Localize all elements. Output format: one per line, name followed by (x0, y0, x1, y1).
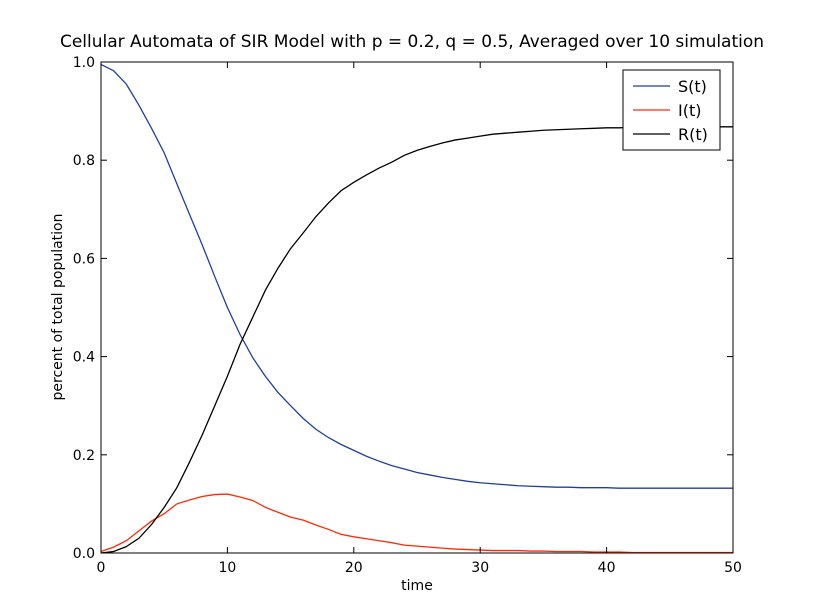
x-tick-label: 40 (598, 560, 616, 576)
x-tick-label: 0 (97, 560, 106, 576)
y-tick-label: 0.4 (73, 350, 95, 366)
plot-frame (100, 61, 734, 554)
y-tick-label: 0.2 (73, 448, 95, 464)
y-tick-label: 0.0 (73, 546, 95, 562)
series-line-st (100, 63, 733, 489)
x-tick-label: 20 (345, 560, 363, 576)
legend: S(t) I(t) R(t) (622, 69, 721, 151)
legend-label: I(t) (678, 101, 701, 120)
x-tick-label: 10 (218, 560, 236, 576)
y-tick-label: 0.6 (73, 251, 95, 267)
legend-label: S(t) (678, 77, 707, 96)
y-tick-label: 0.8 (73, 153, 95, 169)
x-axis-label: time (401, 578, 433, 594)
plot-area: 0 10 20 30 40 50 0.0 0.2 0.4 0.6 0.8 1.0 (73, 55, 742, 576)
chart-title: Cellular Automata of SIR Model with p = … (60, 32, 764, 52)
x-tick-label: 50 (724, 560, 742, 576)
y-axis-label: percent of total population (50, 214, 66, 401)
legend-label: R(t) (678, 125, 708, 144)
series-line-it (100, 493, 733, 554)
x-tick-label: 30 (471, 560, 489, 576)
y-tick-label: 1.0 (73, 55, 95, 71)
